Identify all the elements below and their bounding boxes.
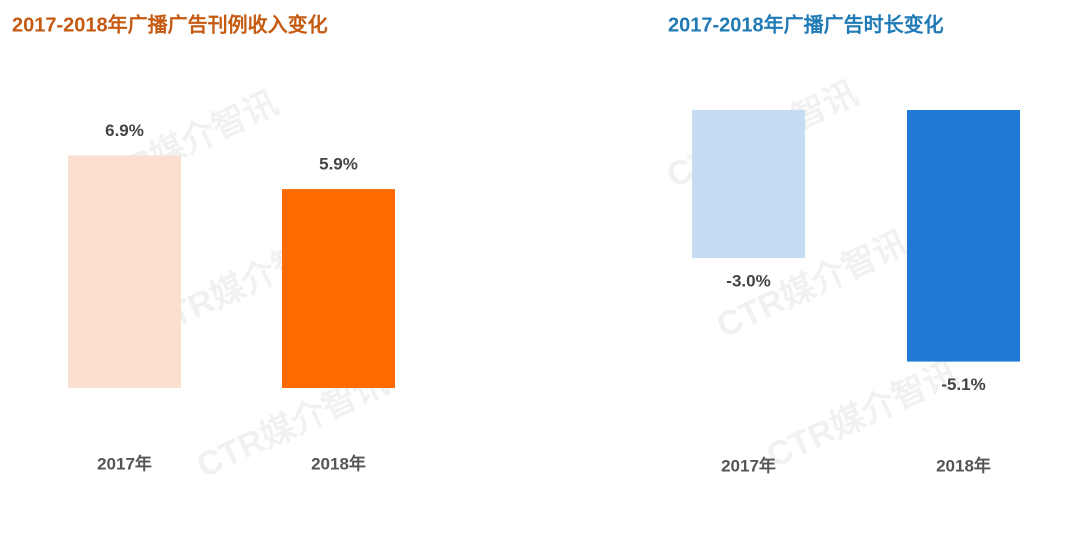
bar <box>907 110 1020 362</box>
value-label: -3.0% <box>726 271 770 290</box>
bar <box>68 155 181 388</box>
bar <box>692 110 805 258</box>
category-label: 2018年 <box>936 455 991 475</box>
category-label: 2017年 <box>721 455 776 475</box>
chart-title: 2017-2018年广播广告时长变化 <box>668 12 944 36</box>
watermark: CTR媒介智讯 <box>761 354 964 475</box>
bar <box>282 189 395 388</box>
value-label: -5.1% <box>941 375 985 394</box>
chart-title: 2017-2018年广播广告刊例收入变化 <box>12 12 328 36</box>
category-label: 2018年 <box>311 453 366 473</box>
value-label: 5.9% <box>319 155 358 174</box>
value-label: 6.9% <box>105 121 144 140</box>
category-label: 2017年 <box>97 453 152 473</box>
